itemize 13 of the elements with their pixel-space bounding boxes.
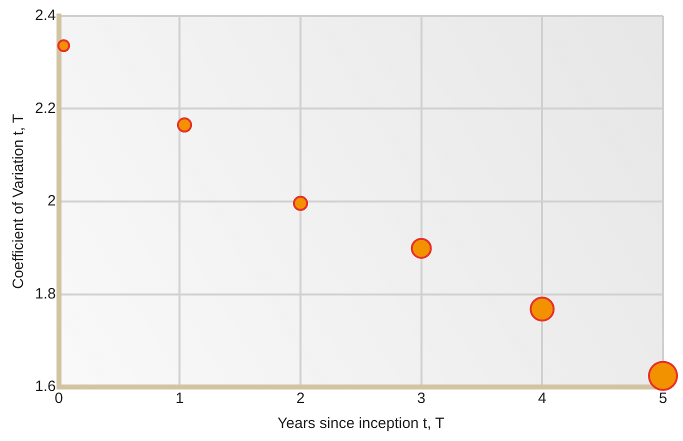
x-tick-label: 0 bbox=[54, 390, 64, 408]
y-tick-label: 1.8 bbox=[34, 285, 56, 302]
x-tick-label: 4 bbox=[538, 390, 546, 408]
y-tick-label: 2.2 bbox=[34, 100, 56, 117]
x-axis-title: Years since inception t, T bbox=[278, 415, 444, 432]
y-axis-title: Coefficient of Variation t, T bbox=[10, 114, 28, 290]
y-tick-label: 1.6 bbox=[34, 378, 56, 396]
x-tick-label: 2 bbox=[296, 390, 305, 408]
y-tick-label: 2.4 bbox=[34, 7, 56, 24]
x-tick-label: 5 bbox=[658, 390, 668, 408]
x-tick-label: 1 bbox=[176, 390, 184, 408]
x-tick-label: 3 bbox=[417, 390, 426, 408]
y-tick-label: 2 bbox=[48, 192, 56, 210]
